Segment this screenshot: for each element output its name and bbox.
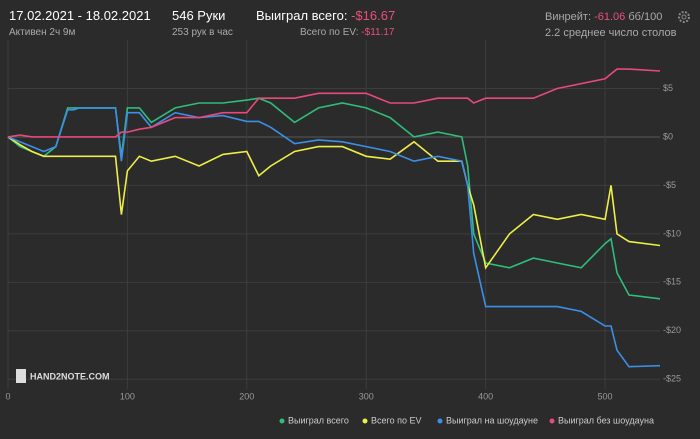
y-tick-label: -$5 <box>663 180 676 190</box>
x-tick-label: 300 <box>359 391 374 401</box>
legend-marker <box>437 418 443 424</box>
legend-marker <box>362 418 368 424</box>
legend-label: Выиграл на шоудауне <box>446 415 538 425</box>
legend-label: Всего по EV <box>371 415 421 425</box>
legend-marker <box>549 418 555 424</box>
legend-marker <box>279 418 285 424</box>
y-tick-label: $5 <box>663 83 673 93</box>
x-tick-label: 400 <box>478 391 493 401</box>
y-tick-label: -$20 <box>663 325 681 335</box>
dates: 17.02.2021 - 18.02.2021 <box>9 8 151 23</box>
y-tick-label: -$10 <box>663 228 681 238</box>
watermark-logo <box>16 369 26 383</box>
series-line <box>7 68 661 138</box>
watermark: HAND2NOTE.COM <box>30 371 110 381</box>
x-tick-label: 100 <box>120 391 135 401</box>
active: Активен 2ч 9м <box>9 27 76 38</box>
y-tick-label: -$25 <box>663 374 681 384</box>
winrate-value: -61.06 <box>594 11 626 23</box>
series-line <box>7 97 661 300</box>
x-tick-label: 0 <box>5 391 10 401</box>
y-tick-label: -$15 <box>663 277 681 287</box>
y-tick-label: $0 <box>663 131 673 141</box>
hands-rate: 253 рук в час <box>172 27 233 38</box>
series-line <box>7 136 661 270</box>
hands: 546 Руки <box>172 8 226 23</box>
winrate-label: Винрейт: <box>545 11 592 23</box>
tables: 2.2 среднее число столов <box>545 27 677 39</box>
winrate: Винрейт: -61.06 бб/100 <box>545 11 662 23</box>
won-value: -$16.67 <box>351 8 396 23</box>
ev: Всего по EV: -$11.17 <box>300 27 394 38</box>
winrate-unit: бб/100 <box>628 11 663 23</box>
series-line <box>7 107 661 368</box>
won: Выиграл всего: -$16.67 <box>256 8 395 23</box>
x-tick-label: 200 <box>239 391 254 401</box>
ev-label: Всего по EV: <box>300 27 359 38</box>
won-label: Выиграл всего: <box>256 8 348 23</box>
legend-label: Выиграл всего <box>288 415 349 425</box>
x-tick-label: 500 <box>598 391 613 401</box>
legend-label: Выиграл без шоудауна <box>558 415 654 425</box>
ev-value: -$11.17 <box>361 27 395 38</box>
settings-icon[interactable] <box>676 9 692 25</box>
